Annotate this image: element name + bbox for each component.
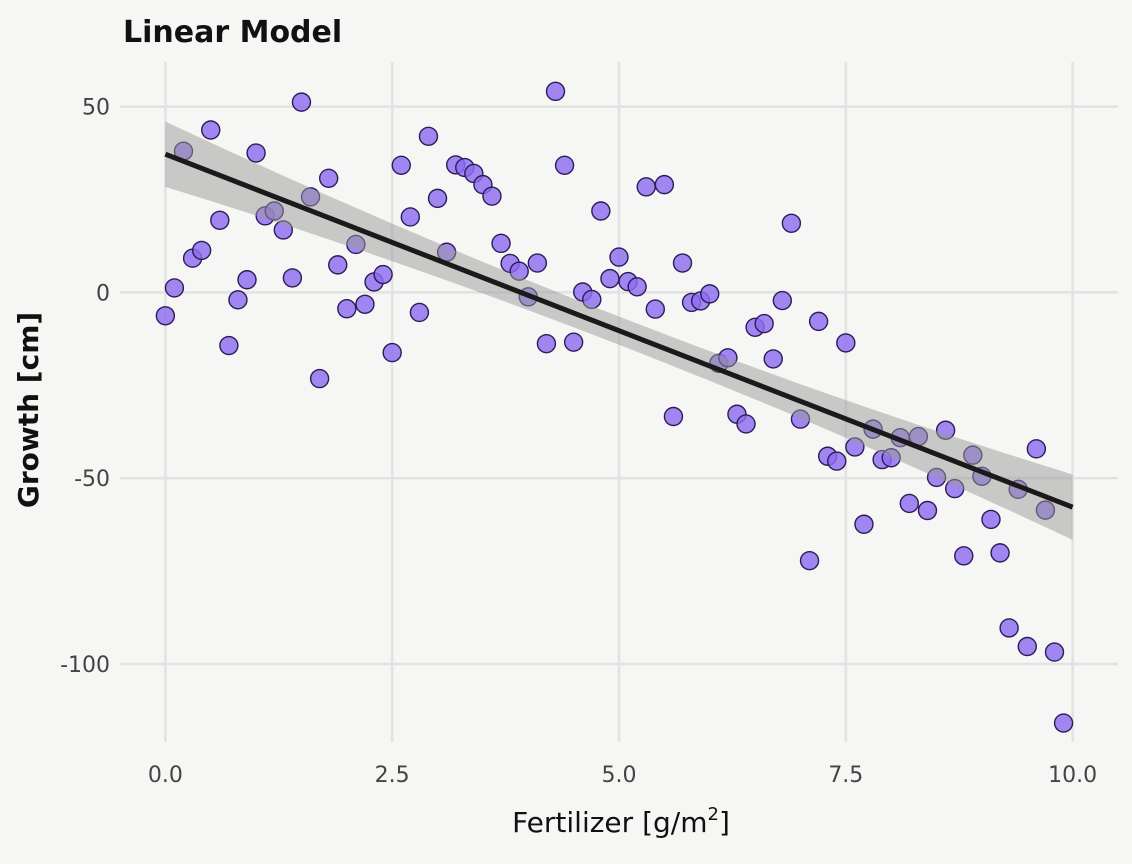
data-point: [554, 155, 575, 176]
data-point: [1044, 642, 1065, 662]
data-point: [990, 543, 1010, 563]
data-point: [1053, 713, 1074, 733]
x-axis-title: Fertilizer [g/m2]: [512, 804, 730, 839]
y-axis-title: Growth [cm]: [12, 312, 45, 508]
data-point: [164, 278, 185, 298]
regression-line: [164, 151, 1074, 510]
data-point: [219, 335, 239, 356]
data-point: [246, 143, 266, 163]
data-point: [636, 177, 656, 197]
data-point: [754, 313, 774, 334]
data-point: [391, 155, 411, 176]
x-tick-label: 7.5: [828, 763, 863, 788]
data-point: [591, 201, 611, 221]
data-point: [609, 247, 629, 267]
data-point: [536, 333, 557, 354]
data-point: [672, 253, 693, 273]
data-point: [409, 302, 430, 323]
grid-lines: [120, 62, 1118, 742]
data-point: [600, 268, 620, 289]
x-axis-ticks: 0.0 2.5 5.0 7.5 10.0: [148, 763, 1097, 788]
data-point: [700, 284, 720, 304]
data-point: [482, 186, 502, 206]
data-point: [954, 546, 974, 566]
data-point: [237, 270, 257, 290]
data-point: [545, 81, 566, 102]
data-point: [836, 333, 856, 353]
data-point: [228, 290, 248, 310]
data-point: [418, 126, 439, 147]
x-tick-label: 2.5: [375, 763, 410, 788]
data-point: [282, 268, 303, 288]
data-point: [373, 264, 393, 285]
data-point: [1026, 439, 1047, 459]
y-tick-label: 0: [96, 281, 110, 306]
data-point: [318, 168, 339, 189]
data-point: [400, 207, 421, 227]
data-point: [1017, 636, 1037, 657]
data-point: [155, 306, 176, 326]
data-point: [917, 500, 938, 521]
y-axis-ticks: 50 0 -50 -100: [60, 96, 110, 678]
x-tick-label: 10.0: [1048, 763, 1097, 788]
data-points: [155, 81, 1074, 733]
data-point: [645, 299, 665, 319]
data-point: [527, 253, 548, 273]
x-tick-label: 5.0: [602, 763, 637, 788]
data-point: [627, 277, 647, 297]
chart-title: Linear Model: [123, 15, 342, 50]
data-point: [736, 414, 756, 434]
data-point: [427, 188, 448, 209]
x-tick-label: 0.0: [148, 763, 183, 788]
y-tick-label: -50: [74, 467, 110, 492]
data-point: [899, 493, 920, 514]
data-point: [328, 255, 348, 275]
y-tick-label: -100: [60, 653, 110, 678]
data-point: [799, 550, 820, 571]
data-point: [854, 514, 874, 534]
data-point: [999, 618, 1019, 638]
data-point: [382, 342, 402, 363]
data-point: [827, 451, 847, 471]
data-point: [491, 233, 511, 254]
data-point: [309, 368, 330, 389]
data-point: [563, 332, 584, 352]
data-point: [981, 509, 1001, 530]
y-tick-label: 50: [82, 96, 110, 121]
data-point: [808, 311, 829, 332]
data-point: [355, 294, 375, 314]
data-point: [663, 406, 684, 427]
data-point: [654, 174, 675, 195]
data-point: [772, 290, 793, 311]
data-point: [291, 92, 312, 112]
data-point: [201, 120, 221, 140]
data-point: [210, 210, 230, 230]
data-point: [763, 349, 783, 369]
data-point: [337, 299, 357, 319]
data-point: [781, 213, 802, 233]
data-point: [191, 240, 212, 261]
